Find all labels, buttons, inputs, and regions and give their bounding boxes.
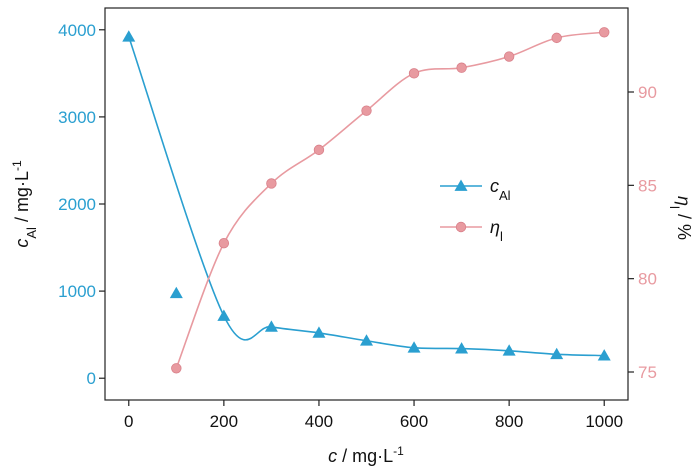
data-point-circle [218,237,230,249]
x-tick-label: 0 [124,412,133,431]
data-point-triangle [502,344,516,356]
data-point-triangle [122,30,136,42]
data-point-circle [361,105,372,116]
left-y-axis-title: cAl / mg·L-1 [10,160,39,248]
data-point-triangle [217,309,231,321]
left-y-tick-label: 2000 [58,195,96,214]
right-y-axis-title: ηl / % [668,196,695,240]
legend-label: cAl [490,176,511,203]
left-y-tick-label: 4000 [58,21,96,40]
data-point-triangle [312,326,326,338]
data-point-circle [171,363,182,374]
data-point-triangle [360,334,373,346]
data-point-circle [408,68,420,79]
left-y-tick-label: 0 [87,369,96,388]
series-line-0 [128,36,605,357]
data-point-circle [266,178,277,189]
x-tick-label: 600 [400,412,428,431]
left-y-tick-label: 3000 [58,108,96,127]
data-point-triangle [407,341,421,353]
left-y-tick-label: 1000 [58,282,96,301]
data-point-circle [313,144,325,156]
data-point-triangle [455,342,469,354]
right-y-tick-label: 80 [638,270,657,289]
right-y-tick-label: 90 [638,83,657,102]
data-point-circle [456,62,467,73]
legend-label: ηl [490,217,503,244]
x-tick-label: 1000 [585,412,623,431]
legend-marker-triangle [454,179,468,191]
x-tick-label: 400 [305,412,333,431]
legend-marker-circle [455,221,467,233]
right-y-tick-label: 75 [638,363,657,382]
data-point-triangle [169,286,183,299]
data-point-triangle [550,347,564,360]
data-point-triangle [264,320,278,332]
right-y-tick-label: 85 [638,176,657,195]
x-axis-title: c / mg·L-1 [328,444,404,466]
data-point-circle [503,51,515,62]
series-line-1 [175,31,605,369]
data-point-triangle [597,349,611,361]
data-point-circle [599,27,610,38]
data-point-circle [551,32,562,44]
x-tick-label: 200 [210,412,238,431]
x-tick-label: 800 [495,412,523,431]
